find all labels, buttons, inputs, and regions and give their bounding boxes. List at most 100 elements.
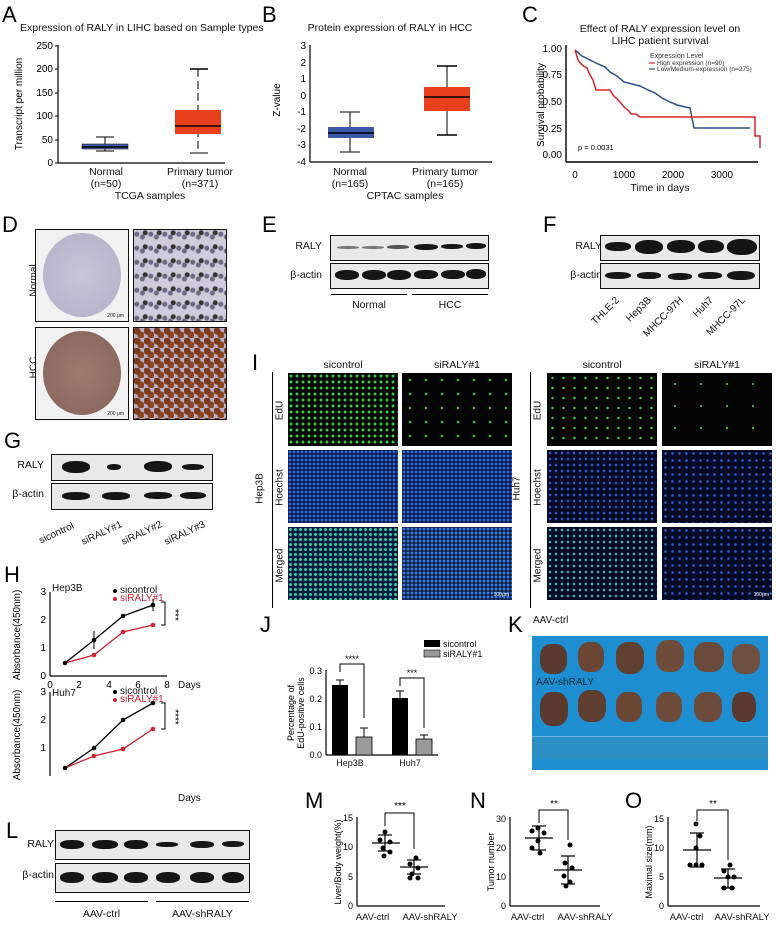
panel-i-col-sicontrol-2: sicontrol xyxy=(582,359,622,371)
group-line-normal xyxy=(331,294,407,295)
svg-text:0.25: 0.25 xyxy=(543,124,563,135)
svg-text:0.3: 0.3 xyxy=(309,666,322,676)
panel-label-d: D xyxy=(2,212,18,237)
svg-text:2: 2 xyxy=(76,680,82,691)
panel-c-survival-curve: 0.00 0.25 0.50 0.75 1.00 0 1000 2000 3000 p = 0… xyxy=(536,44,761,181)
blot-g-raly xyxy=(51,454,213,481)
group-line-hcc xyxy=(412,294,488,295)
panel-h-legend-sicontrol: sicontrol xyxy=(120,585,158,596)
panel-b-group2-n: (n=165) xyxy=(426,178,464,190)
blot-e-actin xyxy=(330,263,489,289)
image-huh7-edu-siraly xyxy=(662,373,772,446)
panel-m-group-shraly: AAV-shRALY xyxy=(402,912,458,923)
lane-label-siraly2: siRALY#2 xyxy=(119,519,165,548)
svg-text:**: ** xyxy=(550,799,558,810)
panel-i-col-siraly-2: siRALY#1 xyxy=(694,359,740,371)
panel-h-cell-huh7: Huh7 xyxy=(52,688,76,699)
panel-i-col-siraly-1: siRALY#1 xyxy=(434,359,480,371)
panel-i-cell-hep3b: Hep3B xyxy=(254,473,266,504)
ihc-normal-zoom xyxy=(133,229,227,322)
divider-hep3b xyxy=(272,372,273,608)
panel-e-row-actin: β-actin xyxy=(290,269,322,281)
svg-text:1: 1 xyxy=(40,743,46,754)
panel-label-f: F xyxy=(543,212,557,237)
panel-label-b: B xyxy=(262,2,277,27)
panel-h-line-charts: 0 1 2 3 0 2 4 6 8 *** 1 2 3 **** Absorbance(450nm… xyxy=(12,587,180,780)
svg-text:8: 8 xyxy=(164,680,170,691)
panel-label-l: L xyxy=(6,818,19,843)
panel-c-legend-title: Expression Level xyxy=(650,53,704,60)
svg-text:Absorbance(450nm): Absorbance(450nm) xyxy=(12,590,23,681)
svg-text:15: 15 xyxy=(343,813,353,823)
svg-text:15: 15 xyxy=(654,814,664,824)
panel-k-label-ctrl: AAV-ctrl xyxy=(533,615,569,626)
ihc-normal-overview: 200 μm xyxy=(35,229,129,322)
svg-text:100: 100 xyxy=(36,111,53,122)
image-hep3b-edu-sicontrol xyxy=(288,373,398,446)
panel-n-group-ctrl: AAV-ctrl xyxy=(510,912,545,923)
panel-h-legend-siraly: siRALY#1 xyxy=(120,593,164,604)
panel-c-title-line2: LIHC patient survival xyxy=(611,35,709,47)
panel-label-h: H xyxy=(4,562,20,587)
image-huh7-merged-sicontrol xyxy=(547,527,657,600)
scale-bar-label: 100μm xyxy=(493,592,509,598)
panel-m-group-ctrl: AAV-ctrl xyxy=(355,912,390,923)
panel-g-row-actin: β-actin xyxy=(12,488,44,500)
panel-o-group-ctrl: AAV-ctrl xyxy=(669,912,704,923)
svg-text:0.00: 0.00 xyxy=(543,150,563,161)
svg-text:p = 0.0031: p = 0.0031 xyxy=(578,143,614,152)
panel-label-j: J xyxy=(260,612,271,637)
image-hep3b-hoechst-siraly xyxy=(402,450,512,523)
svg-text:Percentage of: Percentage of xyxy=(286,684,296,741)
panel-c-title-line1: Effect of RALY expression level on xyxy=(579,23,741,35)
panel-a-boxplot: 0 50 100 150 200 250 Transcript per million xyxy=(14,41,225,169)
row-label-edu: EdU xyxy=(274,400,286,421)
svg-text:20: 20 xyxy=(496,843,506,853)
panel-e-group-hcc: HCC xyxy=(438,299,462,311)
svg-text:-1: -1 xyxy=(297,107,306,118)
svg-text:0: 0 xyxy=(572,170,578,181)
svg-text:2: 2 xyxy=(300,58,306,69)
svg-text:0.50: 0.50 xyxy=(543,97,563,108)
svg-text:Tumor number: Tumor number xyxy=(486,833,496,892)
divider-huh7 xyxy=(530,372,531,608)
panel-b-title: Protein expression of RALY in HCC xyxy=(307,22,473,34)
svg-text:150: 150 xyxy=(36,88,53,99)
svg-text:0: 0 xyxy=(47,680,53,691)
blot-f-raly xyxy=(600,235,760,261)
ihc-hcc-overview: 200 μm xyxy=(35,327,129,420)
svg-text:0.1: 0.1 xyxy=(309,722,322,732)
panel-h-xlabel: Days xyxy=(178,680,201,691)
panel-label-g: G xyxy=(4,428,22,453)
svg-text:3: 3 xyxy=(300,41,306,52)
svg-text:30: 30 xyxy=(496,814,506,824)
blot-g-actin xyxy=(51,483,213,510)
panel-label-c: C xyxy=(522,2,538,27)
svg-text:1: 1 xyxy=(300,74,306,85)
panel-n-scatter: 0 10 20 30 ** Tumor number xyxy=(486,799,600,911)
svg-text:-2: -2 xyxy=(297,124,306,135)
panel-h-legend-siraly-2: siRALY#1 xyxy=(120,694,164,705)
svg-text:0: 0 xyxy=(501,901,506,911)
panel-c-legend-low: Low/Medium-expression (n=275) xyxy=(657,66,752,73)
row-label-hoechst-2: Hoechst xyxy=(532,469,544,506)
image-huh7-hoechst-siraly xyxy=(662,450,772,523)
panel-c-xlabel: Time in days xyxy=(630,182,690,194)
blot-l-actin xyxy=(55,863,250,893)
svg-text:0: 0 xyxy=(40,671,46,682)
panel-label-e: E xyxy=(262,212,277,237)
ruler xyxy=(532,736,768,759)
image-hep3b-merged-sicontrol xyxy=(288,527,398,600)
panel-h-legend-sicontrol-2: sicontrol xyxy=(120,686,158,697)
row-label-hoechst: Hoechst xyxy=(274,469,286,506)
row-label-edu-2: EdU xyxy=(532,400,544,421)
ihc-hcc-zoom xyxy=(133,327,227,420)
svg-text:****: **** xyxy=(169,709,180,725)
group-line-aav-ctrl xyxy=(55,901,148,902)
svg-text:5: 5 xyxy=(659,872,664,882)
group-line-aav-shraly xyxy=(156,901,249,902)
panel-j-cat-huh7: Huh7 xyxy=(399,758,421,768)
panel-g-row-raly: RALY xyxy=(17,459,44,471)
svg-text:0.75: 0.75 xyxy=(543,70,563,81)
panel-o-scatter: 0 5 10 15 ** Maximal size(mm) xyxy=(644,799,760,911)
